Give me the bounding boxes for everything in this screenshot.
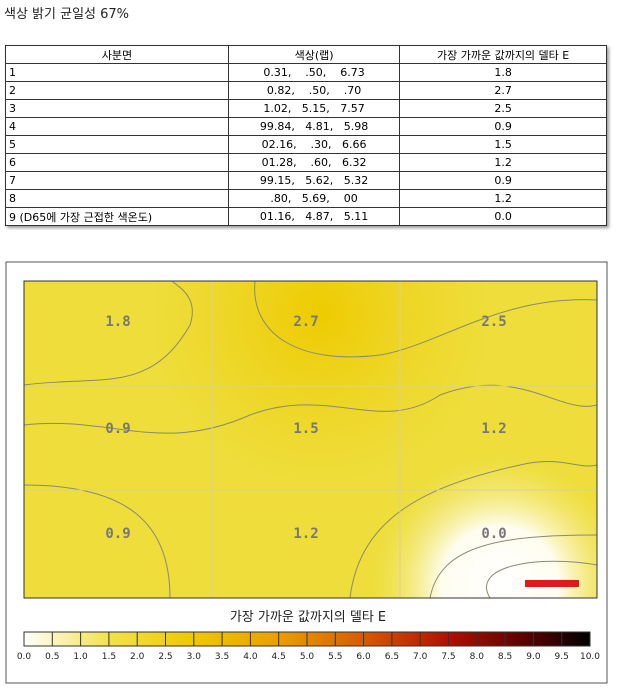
header-cell: 가장 가까운 값까지의 델타 E bbox=[399, 45, 607, 64]
scale-label: 9.5 bbox=[555, 652, 569, 662]
cell-value: 1.5 bbox=[293, 421, 318, 437]
cell-value: 1.2 bbox=[293, 526, 318, 542]
scale-label: 10.0 bbox=[580, 652, 600, 662]
table-cell: 6 bbox=[5, 153, 229, 172]
table-cell: 2 bbox=[5, 81, 229, 100]
table: 사분면 색상(랩) 가장 가까운 값까지의 델타 E 1 0.31, .50, 6.7… bbox=[5, 45, 607, 226]
table-cell: 0.9 bbox=[399, 117, 607, 136]
table-cell: 1 bbox=[5, 63, 229, 82]
table-row: 1 0.31, .50, 6.73 1.8 bbox=[5, 63, 607, 82]
scale-label: 1.5 bbox=[102, 652, 116, 662]
table-cell: 1.2 bbox=[399, 189, 607, 208]
cell-value: 2.5 bbox=[481, 314, 506, 330]
table-cell: 8 bbox=[5, 189, 229, 208]
table-row: 2 0.82, .50, .70 2.7 bbox=[5, 81, 607, 100]
table-row: 6 01.28, .60, 6.32 1.2 bbox=[5, 153, 607, 172]
scale-label: 4.5 bbox=[272, 652, 286, 662]
table-cell: 0.0 bbox=[399, 207, 607, 226]
header-cell: 사분면 bbox=[5, 45, 229, 64]
scale-label: 1.0 bbox=[73, 652, 88, 662]
table-cell: 3 bbox=[5, 99, 229, 118]
table-row: 8.80, 5.69, 00 1.2 bbox=[5, 189, 607, 208]
header-row: 사분면 색상(랩) 가장 가까운 값까지의 델타 E bbox=[5, 45, 607, 64]
scale-label: 4.0 bbox=[243, 652, 258, 662]
scale-label: 5.0 bbox=[300, 652, 315, 662]
cell-value: 0.9 bbox=[105, 526, 130, 542]
marker bbox=[525, 580, 579, 587]
table-cell: 1.2 bbox=[399, 153, 607, 172]
table-row: 9 (D65에 가장 근접한 색온도) 01.16, 4.87, 5.11 0.0 bbox=[5, 207, 607, 226]
table-row: 4 99.84, 4.81, 5.98 0.9 bbox=[5, 117, 607, 136]
heatmap-panel: 1.8 2.7 2.5 0.9 1.5 1.2 0.9 1.2 0.0 가장 가까운 값까지의 … bbox=[5, 261, 608, 684]
table-cell: 1.8 bbox=[399, 63, 607, 82]
table-row: 3 1.02, 5.15, 7.57 2.5 bbox=[5, 99, 607, 118]
table-cell: 01.28, .60, 6.32 bbox=[227, 153, 401, 172]
table-cell: 1.5 bbox=[399, 135, 607, 154]
table-cell: 5 bbox=[5, 135, 229, 154]
scale-label: 8.0 bbox=[470, 652, 485, 662]
table-cell: 9 (D65에 가장 근접한 색온도) bbox=[5, 207, 229, 226]
scale-label: 3.0 bbox=[187, 652, 202, 662]
cell-value: 1.8 bbox=[105, 314, 130, 330]
scale-label: 7.0 bbox=[413, 652, 428, 662]
scale-label: 0.0 bbox=[17, 652, 32, 662]
cell-value: 2.7 bbox=[293, 314, 318, 330]
table-body: 1 0.31, .50, 6.73 1.8 2 0.82, .50, .70 2.7 3 1.… bbox=[5, 63, 607, 226]
scale-label: 5.5 bbox=[328, 652, 342, 662]
table-cell: 99.84, 4.81, 5.98 bbox=[227, 117, 401, 136]
header-cell: 색상(랩) bbox=[227, 45, 401, 64]
scale-label: 2.0 bbox=[130, 652, 145, 662]
table-cell: 0.82, .50, .70 bbox=[227, 81, 401, 100]
scale-label: 0.5 bbox=[45, 652, 59, 662]
table-cell: .80, 5.69, 00 bbox=[227, 189, 401, 208]
cell-value: 0.9 bbox=[105, 421, 130, 437]
scale-label: 6.5 bbox=[385, 652, 399, 662]
table-cell: 99.15, 5.62, 5.32 bbox=[227, 171, 401, 190]
table-row: 7 99.15, 5.62, 5.32 0.9 bbox=[5, 171, 607, 190]
scale-label: 3.5 bbox=[215, 652, 229, 662]
scale-label: 9.0 bbox=[526, 652, 541, 662]
scale-label: 2.5 bbox=[158, 652, 172, 662]
legend-title: 가장 가까운 값까지의 델타 E bbox=[230, 610, 386, 625]
scale-label: 6.0 bbox=[356, 652, 371, 662]
table-cell: 4 bbox=[5, 117, 229, 136]
table-cell: 1.02, 5.15, 7.57 bbox=[227, 99, 401, 118]
cell-value: 0.0 bbox=[481, 526, 506, 542]
table-cell: 0.9 bbox=[399, 171, 607, 190]
table-cell: 2.5 bbox=[399, 99, 607, 118]
page-title: 색상 밝기 균일성 67% bbox=[4, 7, 130, 22]
cell-value: 1.2 bbox=[481, 421, 506, 437]
scale-label: 7.5 bbox=[441, 652, 455, 662]
heatmap-surface bbox=[23, 280, 598, 599]
table-cell: 02.16, .30, 6.66 bbox=[227, 135, 401, 154]
table-cell: 2.7 bbox=[399, 81, 607, 100]
table-row: 5 02.16, .30, 6.66 1.5 bbox=[5, 135, 607, 154]
table-cell: 0.31, .50, 6.73 bbox=[227, 63, 401, 82]
table-cell: 7 bbox=[5, 171, 229, 190]
table-cell: 01.16, 4.87, 5.11 bbox=[227, 207, 401, 226]
scale-label: 8.5 bbox=[498, 652, 512, 662]
